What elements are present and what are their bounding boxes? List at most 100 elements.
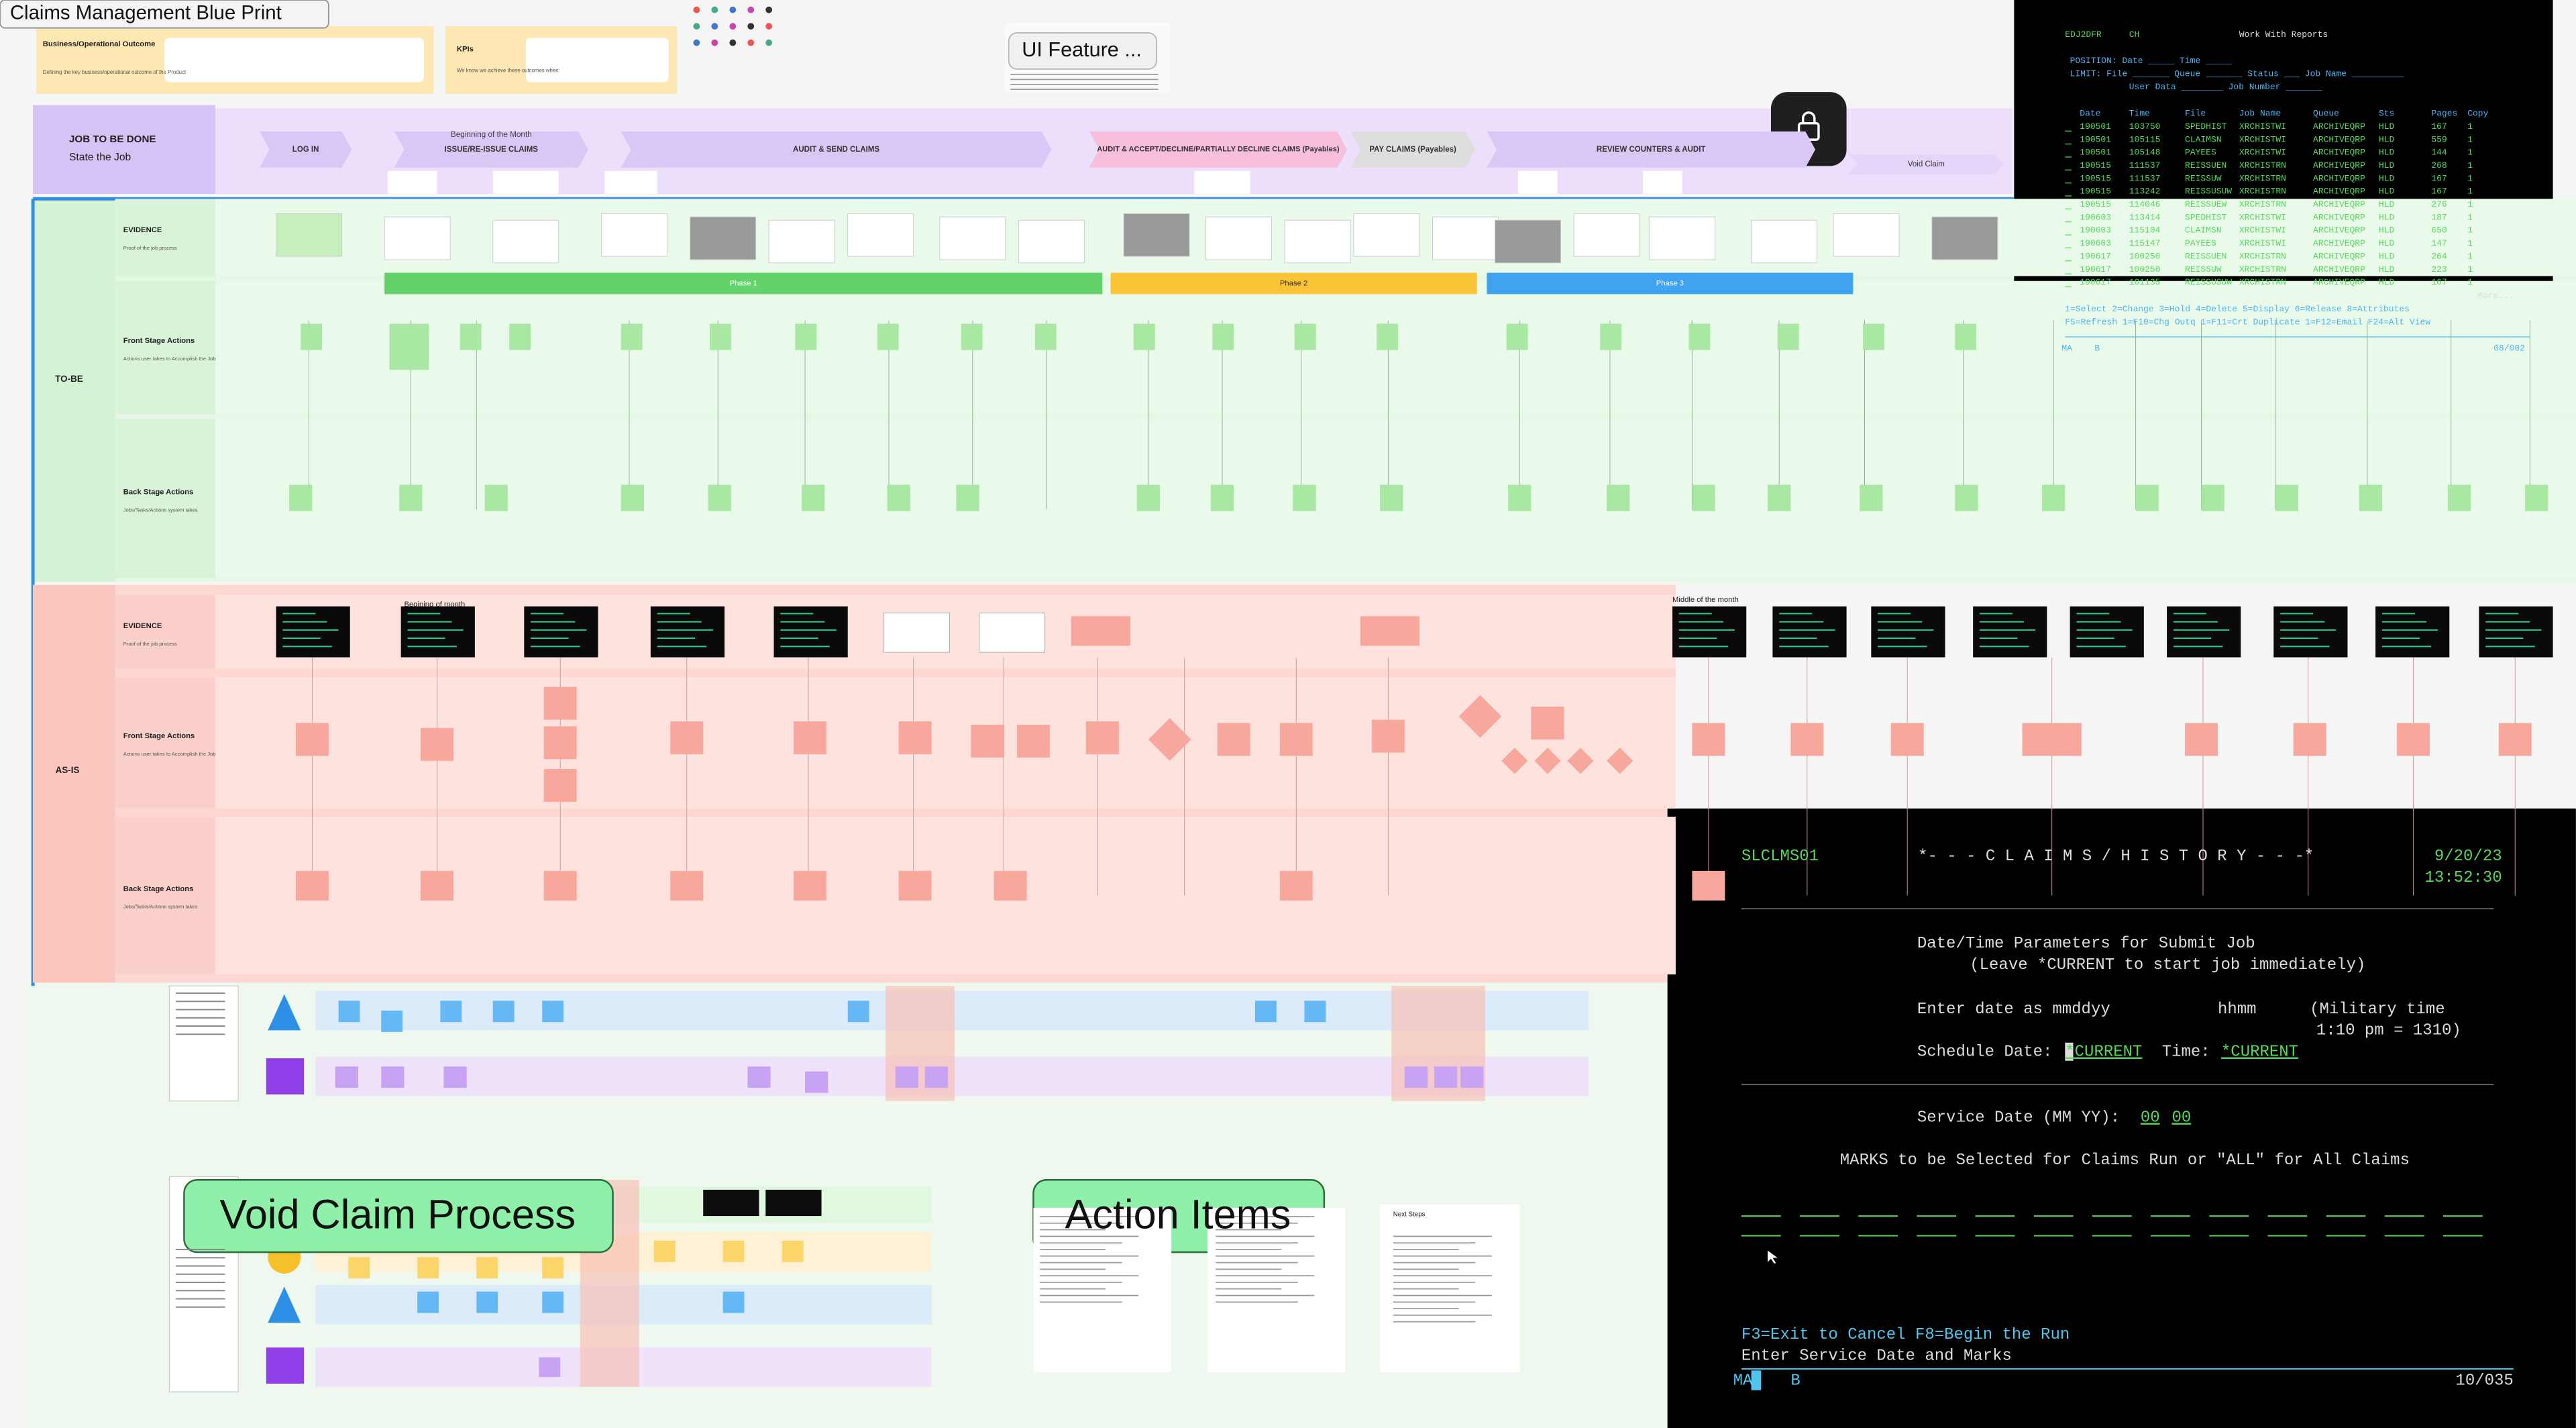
terminal-line <box>2485 613 2519 615</box>
sticky-note <box>2201 484 2224 511</box>
row-title: Front Stage Actions <box>123 337 195 345</box>
table-cell: 144 <box>2431 148 2447 158</box>
table-cell: 1 <box>2467 160 2473 170</box>
sticky-note <box>1692 870 1725 901</box>
table-cell: 1 <box>2467 225 2473 236</box>
stage-chevron[interactable] <box>1848 154 2004 174</box>
table-cell: 264 <box>2431 251 2447 261</box>
mini-card <box>1517 170 1558 194</box>
mouse-pointer <box>1768 1250 1778 1264</box>
sticky-note <box>295 870 329 901</box>
screenshot-thumb <box>1931 216 1998 260</box>
screenshot-thumb <box>1833 213 1900 257</box>
job-title: JOB TO BE DONE <box>69 134 156 145</box>
table-cell: 167 <box>2431 173 2447 183</box>
text-line <box>1393 1301 1476 1303</box>
sticky-note <box>417 1291 439 1313</box>
table-cell: XRCHISTRN <box>2239 277 2286 287</box>
table-cell: XRCHISTWI <box>2239 134 2286 144</box>
square-icon <box>266 1058 305 1094</box>
sticky-note <box>1768 484 1791 511</box>
ui-feature-title: UI Feature ... <box>1022 38 1142 61</box>
table-cell: 167 <box>2431 187 2447 197</box>
mini-card <box>604 170 657 194</box>
template-panel <box>168 985 239 1102</box>
input-underline <box>2065 195 2072 197</box>
sticky-note <box>417 1257 439 1279</box>
sticky-note <box>1377 323 1399 350</box>
table-cell: XRCHISTWI <box>2239 212 2286 222</box>
sticky-note <box>2185 723 2218 756</box>
row-header <box>115 419 215 578</box>
terminal-line <box>282 646 332 648</box>
terminal-line <box>1678 638 1717 640</box>
table-cell: CLAIMSN <box>2185 134 2221 144</box>
stage-chevron[interactable] <box>260 131 352 168</box>
ui-feature-pill[interactable] <box>1008 32 1158 70</box>
sticky-note <box>542 1257 564 1279</box>
annotation: Begining of month <box>405 601 466 609</box>
stage-chevron[interactable] <box>621 131 1052 168</box>
terminal-text: CH <box>2129 30 2140 40</box>
sticky-note <box>2135 484 2159 511</box>
table-cell: 1 <box>2467 251 2473 261</box>
terminal-line <box>2485 646 2535 648</box>
terminal-line <box>531 629 587 631</box>
action-items-title: Action Items <box>1065 1192 1291 1237</box>
stage-chevron[interactable] <box>394 131 588 168</box>
table-cell: ARCHIVEQRP <box>2313 277 2365 287</box>
sticky-note <box>793 721 826 754</box>
terminal-line <box>1779 621 1824 623</box>
table-cell: 190617 <box>2080 264 2111 274</box>
table-cell: HLD <box>2379 148 2395 158</box>
table-cell: 111537 <box>2129 173 2161 183</box>
text-line <box>176 1290 225 1292</box>
terminal-line <box>2280 638 2318 640</box>
table-cell: HLD <box>2379 251 2395 261</box>
stage-note: Beginning of the Month <box>451 130 532 139</box>
table-cell: REISSUEN <box>2185 251 2226 261</box>
terminal-line <box>1878 629 1934 631</box>
table-cell: 103750 <box>2129 121 2161 132</box>
sticky-note <box>2498 723 2532 756</box>
terminal-text: User Data ________ Job Number _______ <box>2129 82 2322 92</box>
phase-bar <box>1487 272 1854 295</box>
row-description: Actions user takes to Accomplish the Job <box>123 751 216 757</box>
sticky-note <box>802 484 825 511</box>
terminal-text: F5=Refresh 1=F10=Chg Outq 1=F11=Crt Dupl… <box>2065 317 2430 327</box>
terminal-line <box>780 646 830 648</box>
sticky-note <box>348 1257 370 1279</box>
column-header: Time <box>2129 108 2150 118</box>
text-line <box>1393 1308 1459 1309</box>
void-claim-process-label[interactable] <box>183 1179 614 1254</box>
input-field[interactable]: *CURRENT <box>2221 1043 2298 1062</box>
table-cell: 1 <box>2467 187 2473 197</box>
input-field[interactable]: 00 <box>2141 1109 2160 1127</box>
input-field[interactable]: *CURRENT <box>2065 1043 2142 1062</box>
terminal-text: (Leave *CURRENT to start job immediately… <box>1970 956 2365 974</box>
row-description: Jobs/Tasks/Actions system takes <box>123 904 198 910</box>
table-cell: 190617 <box>2080 251 2111 261</box>
sticky-note <box>670 721 704 754</box>
table-cell: ARCHIVEQRP <box>2313 187 2365 197</box>
person-icon <box>711 23 718 30</box>
terminal-text: Work With Reports <box>2239 30 2328 40</box>
input-field[interactable]: 00 <box>2171 1109 2191 1127</box>
lock-shackle <box>1801 111 1816 123</box>
terminal-status: MA <box>2061 344 2072 354</box>
row-header <box>115 817 215 975</box>
terminal-text: (Military time <box>2310 1001 2445 1019</box>
stage-chevron[interactable] <box>1487 131 1816 168</box>
stage-chevron[interactable] <box>1350 131 1476 168</box>
terminal-thumb <box>1772 606 1847 658</box>
table-cell: HLD <box>2379 225 2395 236</box>
text-line <box>1216 1262 1298 1264</box>
table-cell: HLD <box>2379 199 2395 209</box>
sticky-note <box>1212 323 1234 350</box>
stage-chevron[interactable] <box>1089 131 1348 168</box>
row-description: Jobs/Tasks/Actions system takes <box>123 507 198 513</box>
text-line <box>176 1001 225 1003</box>
column-header: Date <box>2080 108 2100 118</box>
sticky-note <box>335 1066 358 1088</box>
terminal-thumb <box>276 606 350 658</box>
